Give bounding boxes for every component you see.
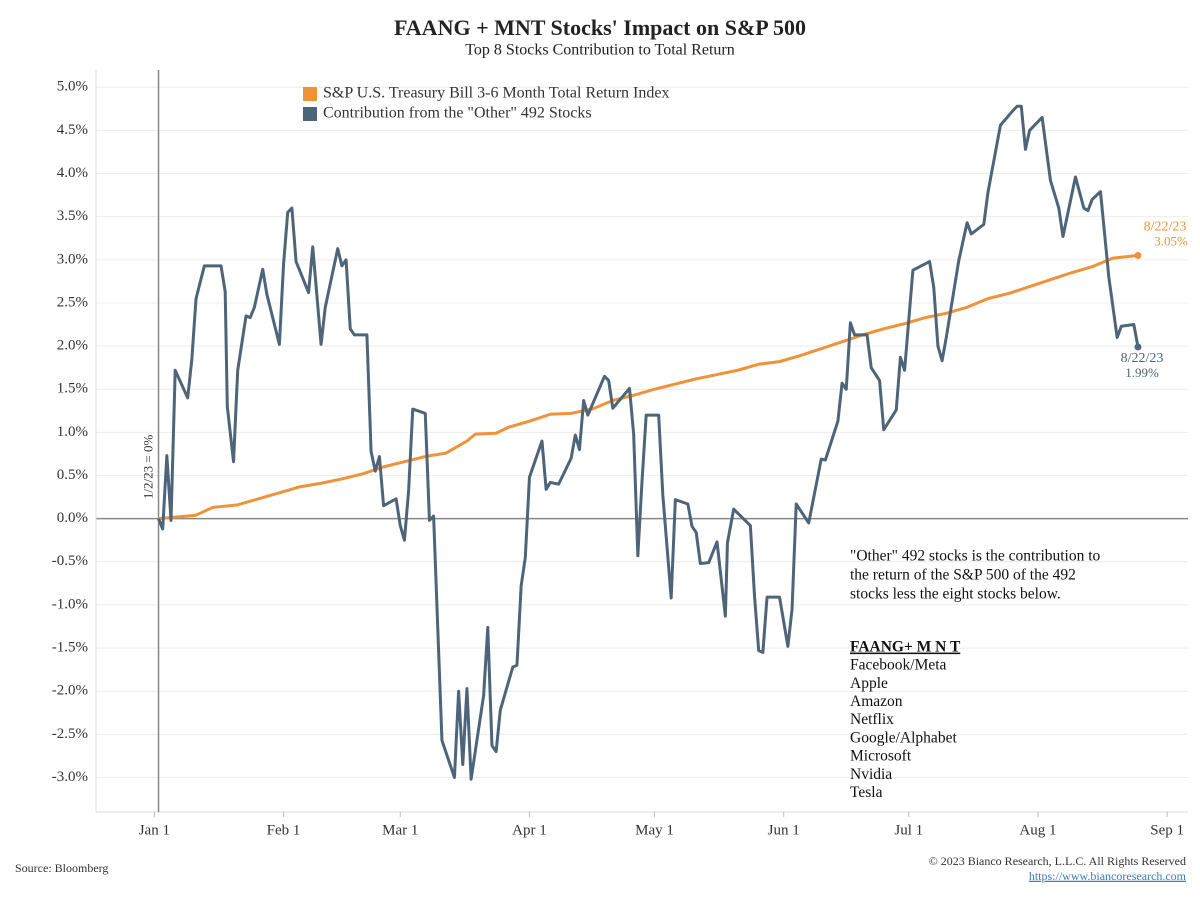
chart-title: FAANG + MNT Stocks' Impact on S&P 500 xyxy=(394,15,806,40)
end-date-label: 8/22/23 xyxy=(1144,220,1187,235)
y-tick-label: 3.5% xyxy=(57,208,88,224)
y-tick-label: 3.0% xyxy=(57,251,88,267)
y-tick-label: -1.5% xyxy=(52,640,88,656)
x-tick-label: Jul 1 xyxy=(894,822,923,838)
y-tick-label: 5.0% xyxy=(57,79,88,95)
link[interactable]: https://www.biancoresearch.com xyxy=(1029,869,1187,883)
x-tick-label: Feb 1 xyxy=(267,822,301,838)
legend-label: Contribution from the "Other" 492 Stocks xyxy=(323,105,592,122)
note: the return of the S&P 500 of the 492 xyxy=(850,567,1076,584)
series-line xyxy=(158,254,1139,521)
x-tick-label: May 1 xyxy=(635,822,674,838)
x-tick-label: Sep 1 xyxy=(1150,822,1184,838)
y-tick-label: -2.0% xyxy=(52,683,88,699)
end-date-label: 8/22/23 xyxy=(1121,351,1164,366)
end-value-label: 3.05% xyxy=(1154,233,1188,248)
x-tick-label: Jan 1 xyxy=(139,822,170,838)
faang-item: Microsoft xyxy=(850,748,912,765)
y-tick-label: -1.0% xyxy=(52,596,88,612)
legend-swatch xyxy=(303,107,317,121)
source: Source: Bloomberg xyxy=(15,861,108,875)
y-tick-label: 4.5% xyxy=(57,122,88,138)
y-tick-label: -2.5% xyxy=(52,726,88,742)
faang-item: Apple xyxy=(850,675,888,692)
y-tick-label: 2.5% xyxy=(57,294,88,310)
y-tick-label: -3.0% xyxy=(52,769,88,785)
legend-label: S&P U.S. Treasury Bill 3-6 Month Total R… xyxy=(323,85,669,102)
note: "Other" 492 stocks is the contribution t… xyxy=(850,548,1101,565)
faang-item: Facebook/Meta xyxy=(850,657,947,674)
faang-title: FAANG+ M N T xyxy=(850,639,961,656)
y-tick-label: 1.0% xyxy=(57,424,88,440)
x-tick-label: Apr 1 xyxy=(512,822,547,838)
legend-swatch xyxy=(303,87,317,101)
y-tick-label: 0.5% xyxy=(57,467,88,483)
series-line xyxy=(157,104,1140,781)
reference-label: 1/2/23 = 0% xyxy=(141,435,156,500)
end-value-label: 1.99% xyxy=(1125,365,1159,380)
end-point xyxy=(1134,343,1142,351)
y-tick-label: -0.5% xyxy=(52,553,88,569)
x-tick-label: Mar 1 xyxy=(382,822,418,838)
end-point xyxy=(1134,252,1142,259)
y-tick-label: 2.0% xyxy=(57,338,88,354)
faang-item: Google/Alphabet xyxy=(850,729,957,746)
faang-item: Nvidia xyxy=(850,766,892,783)
faang-item: Amazon xyxy=(850,693,903,710)
y-tick-label: 0.0% xyxy=(57,510,88,526)
note: stocks less the eight stocks below. xyxy=(850,586,1061,603)
x-tick-label: Jun 1 xyxy=(768,822,800,838)
chart-subtitle: Top 8 Stocks Contribution to Total Retur… xyxy=(465,42,734,59)
faang-item: Tesla xyxy=(850,784,883,801)
faang-item: Netflix xyxy=(850,711,894,728)
copyright: © 2023 Bianco Research, L.L.C. All Right… xyxy=(929,854,1186,868)
y-tick-label: 1.5% xyxy=(57,381,88,397)
x-tick-label: Aug 1 xyxy=(1019,822,1056,838)
y-tick-label: 4.0% xyxy=(57,165,88,181)
